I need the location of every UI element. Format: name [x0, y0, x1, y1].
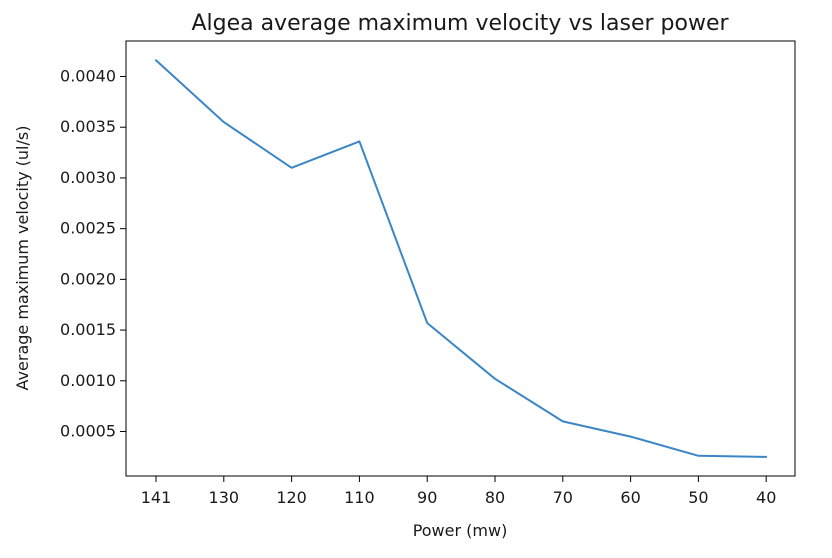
- data-point: [290, 166, 294, 170]
- data-point: [561, 419, 565, 423]
- y-tick-label: 0.0035: [60, 117, 116, 136]
- x-tick-label: 110: [344, 488, 375, 507]
- x-tick-label: 40: [756, 488, 776, 507]
- data-point: [357, 139, 361, 143]
- data-point: [696, 454, 700, 458]
- y-tick-label: 0.0020: [60, 269, 116, 288]
- y-tick-label: 0.0025: [60, 219, 116, 238]
- data-point: [493, 377, 497, 381]
- x-tick-label: 80: [485, 488, 505, 507]
- y-tick-label: 0.0040: [60, 67, 116, 86]
- data-point: [222, 120, 226, 124]
- x-tick-label: 70: [553, 488, 573, 507]
- x-tick-label: 60: [620, 488, 640, 507]
- series-line: [155, 59, 768, 458]
- data-point: [764, 455, 768, 459]
- plot-area-frame: [125, 40, 796, 477]
- x-tick-label: 120: [276, 488, 307, 507]
- data-point: [629, 435, 633, 439]
- x-tick-label: 130: [209, 488, 240, 507]
- data-point: [154, 58, 158, 62]
- y-tick-label: 0.0015: [60, 320, 116, 339]
- chart-title: Algea average maximum velocity vs laser …: [191, 11, 729, 36]
- y-axis-label: Average maximum velocity (ul/s): [13, 126, 32, 391]
- x-tick-label: 141: [141, 488, 172, 507]
- y-tick-label: 0.0010: [60, 371, 116, 390]
- x-tick-label: 90: [417, 488, 437, 507]
- x-tick-label: 50: [688, 488, 708, 507]
- x-axis-label: Power (mw): [413, 521, 508, 540]
- data-point: [425, 321, 429, 325]
- y-tick-label: 0.0005: [60, 422, 116, 441]
- y-tick-label: 0.0030: [60, 168, 116, 187]
